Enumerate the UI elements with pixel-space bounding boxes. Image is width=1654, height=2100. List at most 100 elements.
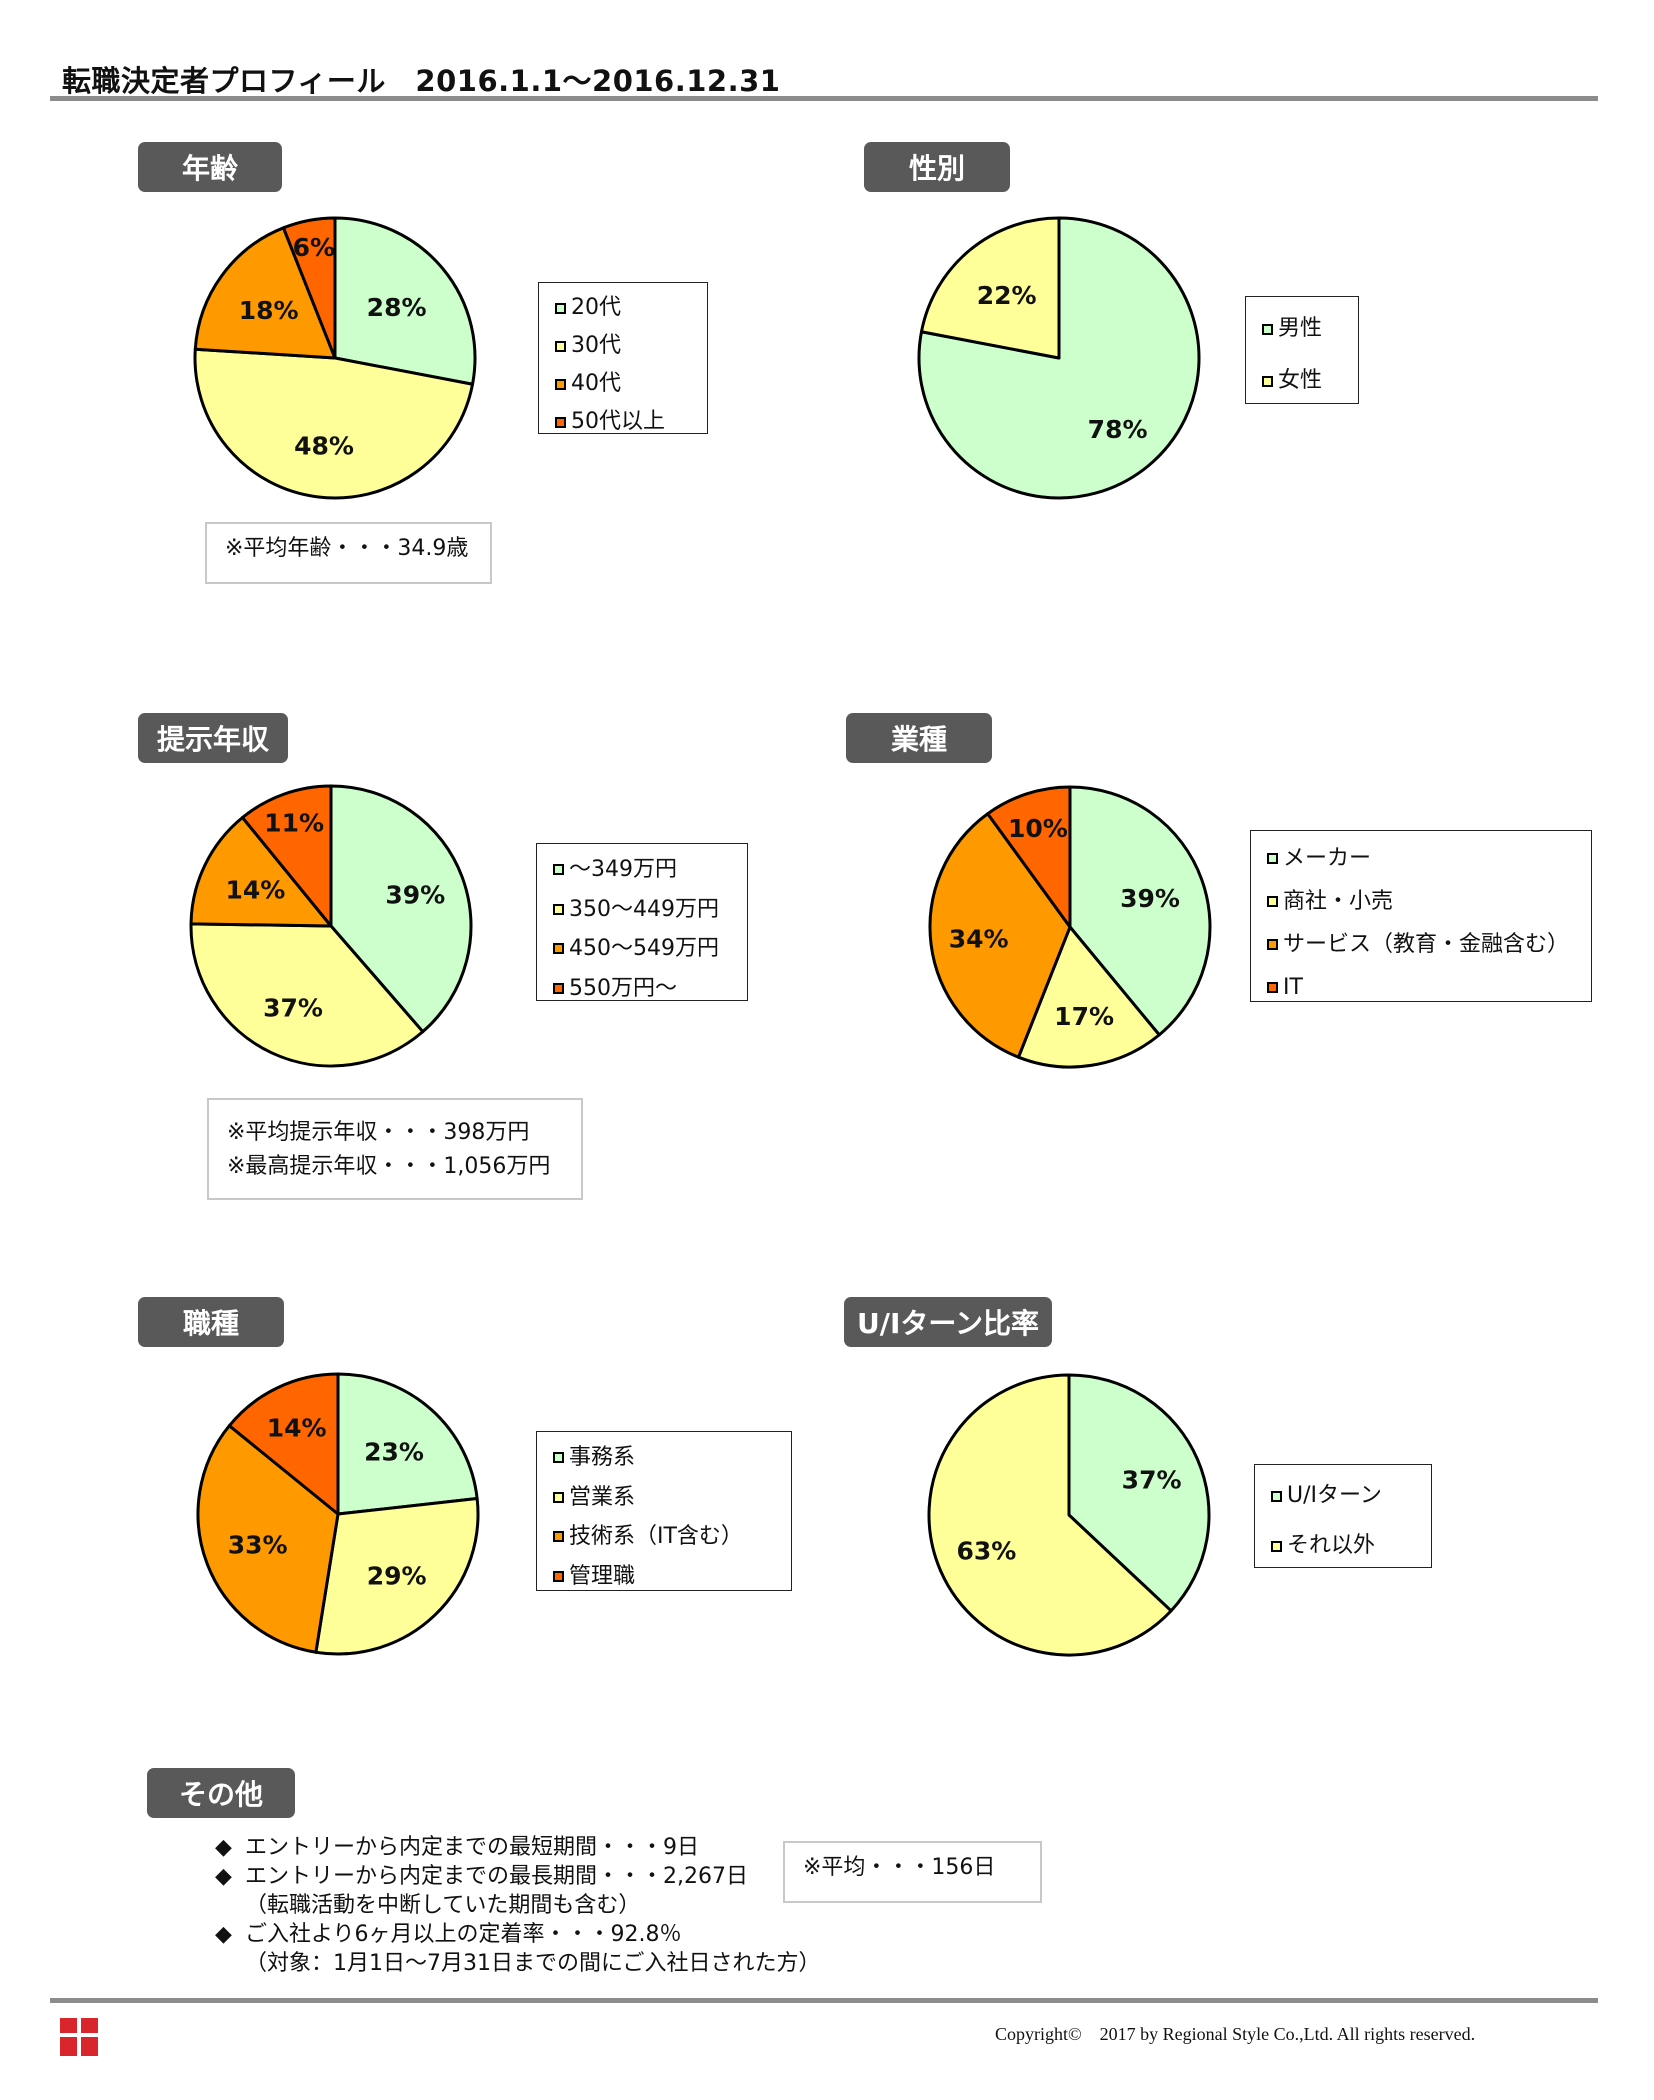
uiturn-legend-item: それ以外 [1271,1521,1421,1571]
gender-legend-item: 男性 [1262,303,1348,355]
salary-slice-label-3: 11% [264,808,324,837]
copyright-text: Copyright© 2017 by Regional Style Co.,Lt… [995,2024,1476,2044]
salary-legend-label: 350～449万円 [569,896,719,922]
section-pill-industry: 業種 [846,713,992,763]
other-item-text: （転職活動を中断していた期間も含む） [245,1893,641,1918]
section-pill-uiturn: U/Iターン比率 [844,1297,1052,1347]
age-slice-1 [193,347,475,500]
uiturn-legend-swatch [1271,1540,1282,1552]
gender-slice-label-1: 22% [977,281,1037,310]
salary-slice-label-0: 39% [385,881,445,910]
section-pill-other: その他 [147,1768,295,1818]
other-item-longest: ◆ エントリーから内定までの最長期間・・・2,267日 [215,1862,821,1891]
job-legend-swatch [553,1491,564,1503]
industry-legend-swatch [1267,896,1278,907]
salary-legend-swatch [553,943,564,955]
age-note: ※平均年齢・・・34.9歳 [205,522,492,584]
salary-pie-chart: 39% 37% 14% 11% [189,784,473,1068]
salary-legend-label: ～349万円 [569,857,677,882]
uiturn-legend-item: U/Iターン [1271,1471,1421,1521]
job-legend-item: 管理職 [553,1557,781,1597]
age-slice-label-0: 28% [367,293,427,322]
salary-legend-item: 550万円～ [553,969,737,1009]
age-legend-label: 30代 [571,333,621,358]
age-slice-label-3: 6% [293,233,335,262]
other-item-text: ご入社より6ヶ月以上の定着率・・・92.8％ [245,1922,682,1947]
other-item-retention-note: （対象：1月1日～7月31日までの間にご入社日された方） [215,1949,821,1978]
age-legend-item: 20代 [555,289,697,327]
age-average-note: ※平均年齢・・・34.9歳 [225,536,469,561]
industry-legend-item: サービス（教育・金融含む） [1267,923,1581,966]
uiturn-pie-chart: 37% 63% [927,1373,1211,1657]
industry-legend-item: 商社・小売 [1267,880,1581,923]
salary-slice-1 [189,922,425,1068]
age-slice-label-1: 48% [294,431,354,460]
age-legend-label: 40代 [571,371,621,396]
section-pill-job: 職種 [138,1297,284,1347]
salary-legend-label: 550万円～ [569,975,677,1001]
gender-legend-label: 男性 [1278,316,1323,341]
age-legend: 20代 30代 40代 50代以上 [538,282,708,434]
section-pill-gender: 性別 [864,142,1010,192]
other-item-text: エントリーから内定までの最長期間・・・2,267日 [245,1864,748,1889]
industry-legend-label: 商社・小売 [1283,889,1394,914]
salary-legend-item: ～349万円 [553,850,737,890]
industry-slice-1 [1016,925,1161,1069]
gender-slice-label-0: 78% [1088,415,1148,444]
job-legend-label: 事務系 [569,1445,636,1470]
job-pie-chart: 23% 29% 33% 14% [196,1372,480,1656]
industry-slice-label-3: 10% [1008,814,1068,843]
salary-note: ※平均提示年収・・・398万円 ※最高提示年収・・・1,056万円 [207,1098,583,1200]
job-slice-2 [196,1424,340,1654]
uiturn-slice-0 [1067,1373,1211,1613]
age-legend-swatch [555,416,566,428]
salary-legend-swatch [553,903,564,915]
job-legend-item: 技術系（IT含む） [553,1517,781,1557]
salary-legend-swatch [553,864,564,876]
salary-legend-swatch [553,982,564,994]
diamond-bullet-icon: ◆ [215,1922,232,1947]
company-logo-icon [60,2018,98,2056]
salary-max-note: ※最高提示年収・・・1,056万円 [227,1154,551,1179]
industry-legend-label: メーカー [1283,846,1372,871]
job-legend-label: 営業系 [569,1484,636,1510]
uiturn-slice-label-0: 37% [1122,1465,1182,1494]
job-legend-label: 管理職 [569,1563,636,1589]
gender-legend-label: 女性 [1278,368,1323,393]
diamond-bullet-icon: ◆ [215,1864,232,1889]
industry-legend-item: メーカー [1267,837,1581,880]
uiturn-legend-label: それ以外 [1287,1533,1376,1558]
job-legend: 事務系営業系技術系（IT含む） 管理職 [536,1431,792,1591]
job-slice-label-1: 29% [367,1562,427,1591]
uiturn-legend: U/Iターンそれ以外 [1254,1464,1432,1568]
age-legend-swatch [555,378,566,390]
other-item-retention: ◆ ご入社より6ヶ月以上の定着率・・・92.8％ [215,1920,821,1949]
uiturn-legend-swatch [1271,1490,1282,1502]
age-legend-item: 30代 [555,327,697,365]
industry-slice-0 [1068,785,1212,1037]
job-legend-label: 技術系（IT含む） [569,1524,743,1549]
job-slice-3 [227,1372,340,1516]
age-slice-label-2: 18% [239,296,299,325]
age-legend-item: 50代以上 [555,403,697,441]
age-legend-label: 50代以上 [571,409,665,434]
other-item-shortest: ◆ エントリーから内定までの最短期間・・・9日 [215,1833,821,1862]
age-slice-2 [193,226,337,360]
job-slice-1 [314,1496,480,1656]
job-slice-label-3: 14% [267,1413,327,1442]
age-legend-item: 40代 [555,365,697,403]
industry-slice-2 [928,812,1072,1059]
footer-rule [50,1998,1598,2003]
uiturn-slice-1 [927,1373,1173,1657]
salary-average-note: ※平均提示年収・・・398万円 [227,1120,530,1145]
gender-slice-1 [919,216,1061,360]
industry-pie-chart: 39% 17% 34% 10% [928,785,1212,1069]
age-slice-3 [281,216,337,360]
job-legend-swatch [553,1531,564,1543]
salary-slice-2 [189,816,333,928]
period-average-note: ※平均・・・156日 [803,1855,996,1880]
period-average-note-box: ※平均・・・156日 [783,1841,1042,1903]
industry-legend-label: IT [1283,975,1303,1000]
gender-legend: 男性 女性 [1245,296,1359,404]
salary-slice-0 [329,784,473,1034]
